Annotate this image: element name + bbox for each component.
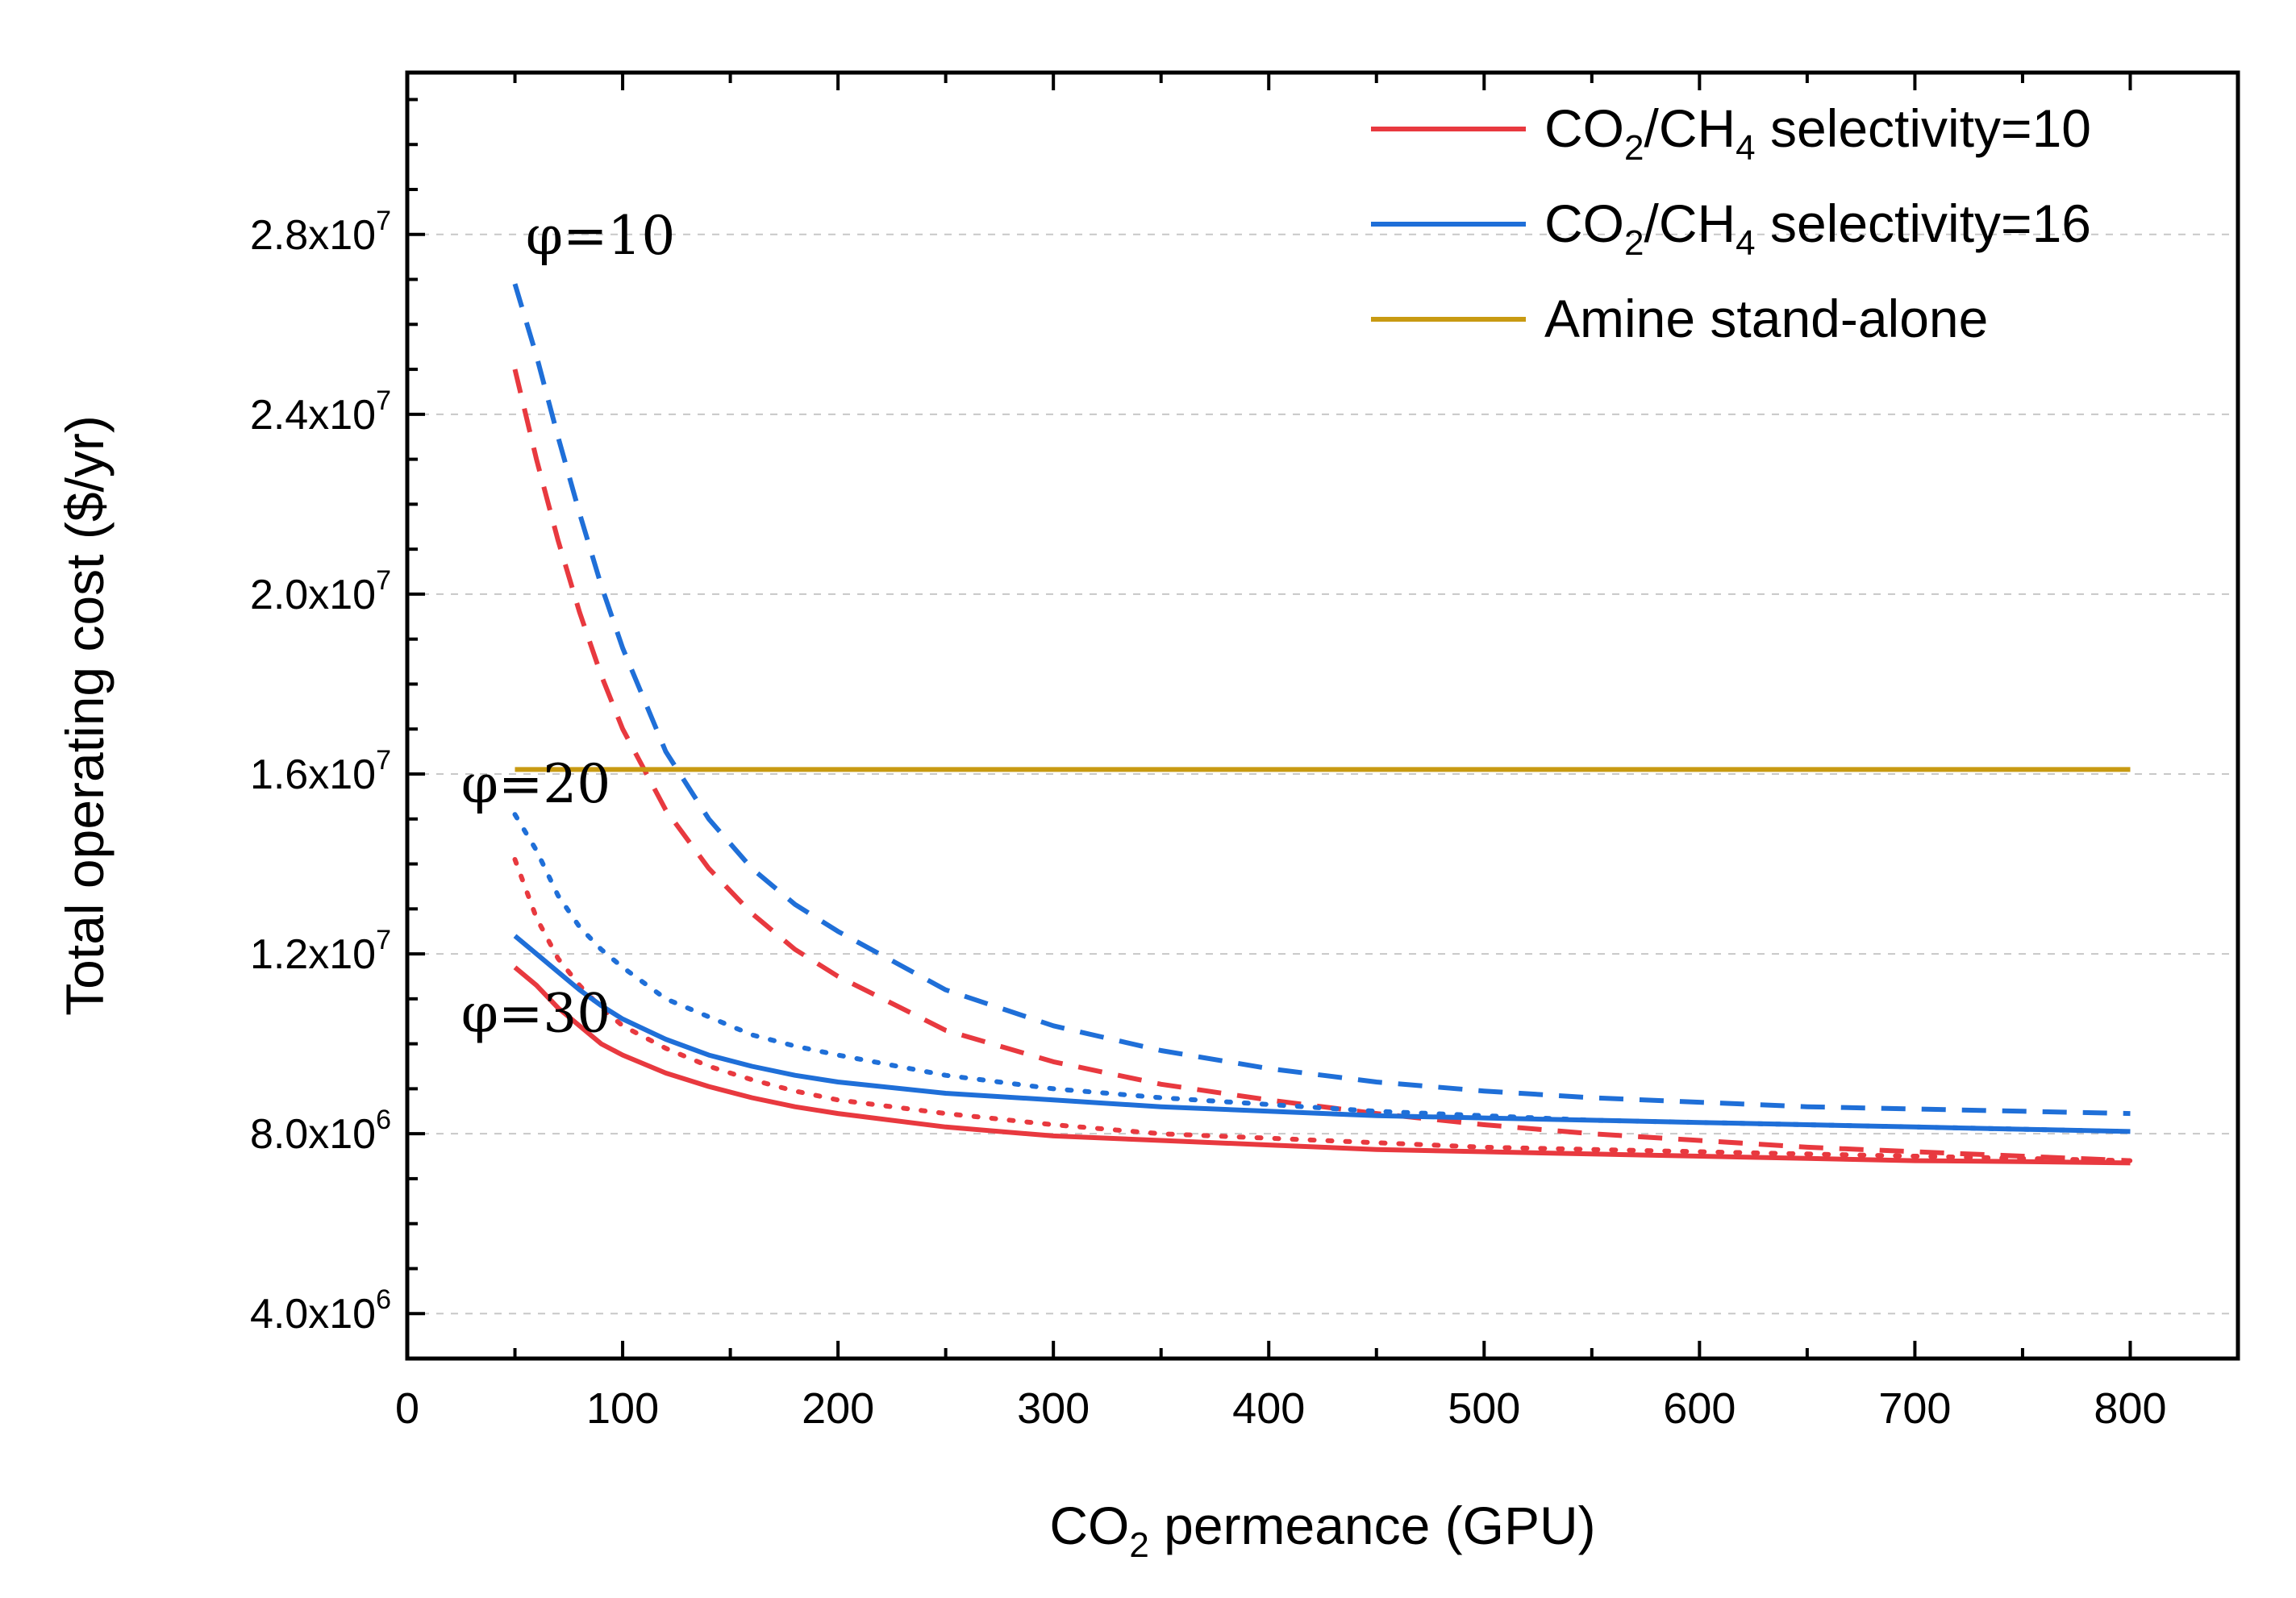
y-tick-label: 4.0x106 (250, 1284, 391, 1338)
y-tick-mantissa: 1.2x10 (250, 931, 376, 978)
plot-frame (405, 70, 2240, 1361)
legend-subscript: 2 (1624, 128, 1644, 168)
x-tick-label: 0 (395, 1384, 419, 1433)
phi-annotation: φ=30 (461, 983, 611, 1045)
phi-annotation: φ=10 (526, 205, 676, 267)
y-tick-mantissa: 2.0x10 (250, 572, 376, 618)
x-tick-label: 100 (586, 1384, 659, 1433)
y-tick-exponent: 6 (376, 1105, 391, 1135)
legend-text: selectivity=16 (1756, 194, 2091, 253)
phi-annotation: φ=20 (461, 753, 611, 815)
x-tick-label: 600 (1663, 1384, 1736, 1433)
x-tick-label: 400 (1232, 1384, 1305, 1433)
legend-label: Amine stand-alone (1544, 289, 1988, 348)
y-tick-exponent: 7 (376, 745, 391, 776)
x-tick-labels: 0 100 200 300 400 500 600 700 800 (395, 1384, 2167, 1433)
axis-ticks (406, 73, 2240, 1359)
legend-text: Amine stand-alone (1544, 289, 1988, 348)
legend-text: CO (1544, 98, 1624, 158)
legend-subscript: 2 (1624, 223, 1644, 263)
legend-subscript: 4 (1736, 223, 1755, 263)
y-tick-label: 2.4x107 (250, 385, 391, 439)
legend-subscript: 4 (1736, 128, 1755, 168)
y-tick-exponent: 7 (376, 385, 391, 416)
legend-text: /CH (1644, 98, 1736, 158)
y-tick-label: 2.0x107 (250, 565, 391, 618)
series-line (512, 283, 2131, 1117)
y-tick-mantissa: 2.8x10 (250, 212, 376, 259)
y-tick-mantissa: 4.0x10 (250, 1291, 376, 1338)
y-tick-label: 2.8x107 (250, 206, 391, 259)
x-tick-label: 500 (1448, 1384, 1520, 1433)
plot-series (512, 283, 2133, 1166)
y-tick-exponent: 7 (376, 206, 391, 236)
x-tick-label: 200 (802, 1384, 874, 1433)
y-tick-labels: 4.0x1068.0x1061.2x1071.6x1072.0x1072.4x1… (250, 206, 391, 1338)
x-tick-label: 800 (2094, 1384, 2166, 1433)
legend-text: CO (1544, 194, 1624, 253)
y-tick-mantissa: 1.6x10 (250, 751, 376, 798)
legend-label: CO2/CH4 selectivity=10 (1544, 98, 2091, 168)
grid (407, 233, 2238, 1315)
series-line (513, 934, 2131, 1134)
legend-text: selectivity=10 (1756, 98, 2091, 158)
legend-label: CO2/CH4 selectivity=16 (1544, 194, 2091, 263)
x-tick-label: 300 (1017, 1384, 1090, 1433)
x-axis-title: CO2 permeance (GPU) (1049, 1496, 1595, 1565)
y-tick-exponent: 7 (376, 565, 391, 596)
y-tick-exponent: 6 (376, 1284, 391, 1315)
y-tick-label: 1.2x107 (250, 925, 391, 978)
legend-text: /CH (1644, 194, 1736, 253)
y-tick-label: 1.6x107 (250, 745, 391, 798)
x-tick-label: 700 (1878, 1384, 1951, 1433)
series-line (512, 368, 2131, 1163)
series-line (513, 965, 2131, 1166)
y-tick-exponent: 7 (376, 925, 391, 955)
y-tick-label: 8.0x106 (250, 1105, 391, 1158)
y-axis-title: Total operating cost ($/yr) (55, 415, 115, 1016)
y-tick-mantissa: 8.0x10 (250, 1111, 376, 1158)
series-line (512, 812, 2133, 1134)
y-tick-mantissa: 2.4x10 (250, 392, 376, 439)
phi-annotations: φ=10 φ=20 φ=30 (461, 205, 676, 1045)
